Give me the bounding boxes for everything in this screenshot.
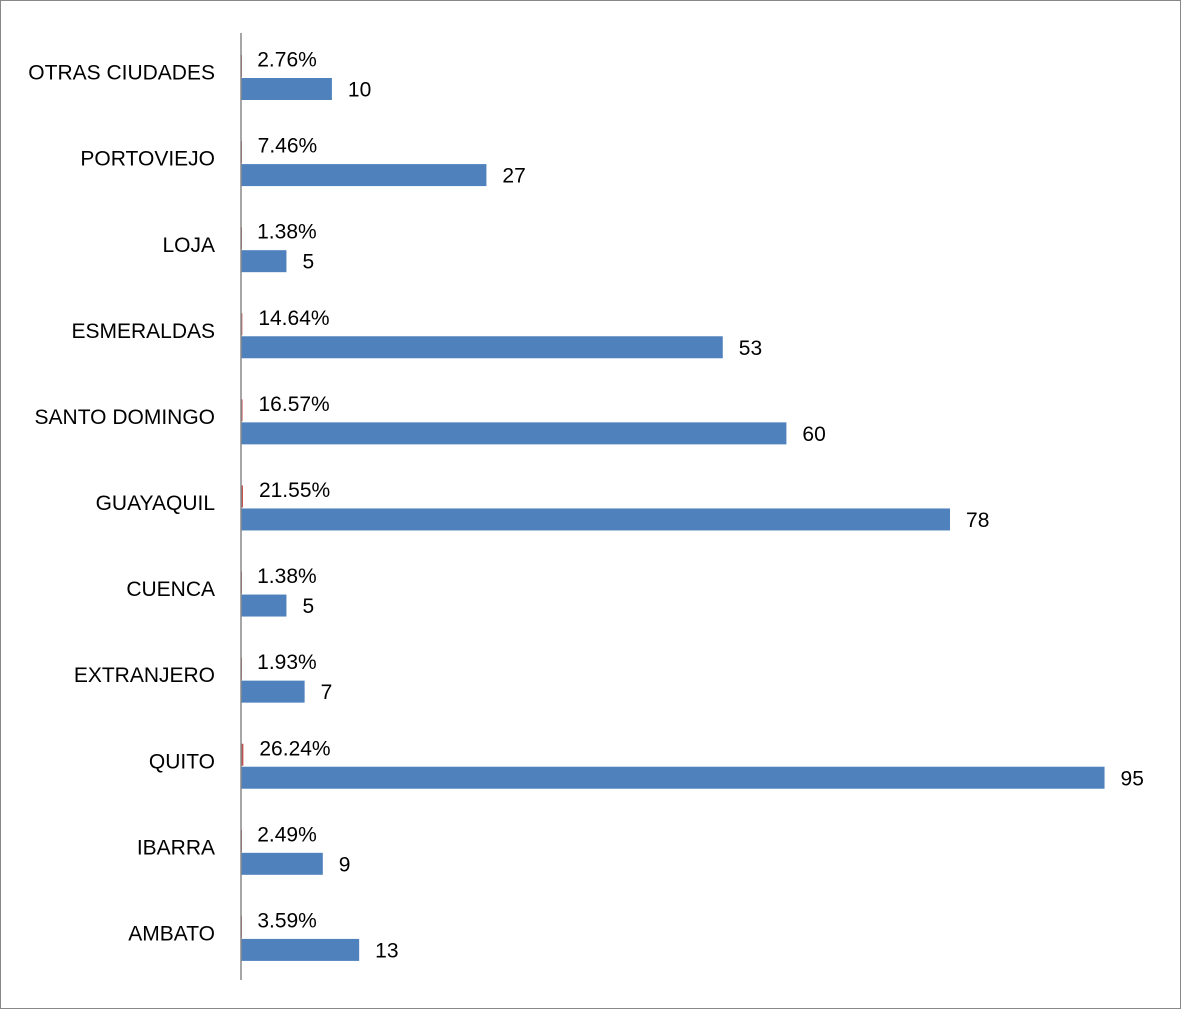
bar (241, 164, 487, 187)
bar (241, 743, 244, 766)
data-label: 53 (739, 337, 762, 360)
y-tick-label: ESMERALDAS (71, 320, 215, 343)
y-tick-label: IBARRA (137, 836, 215, 859)
data-label: 5 (302, 595, 314, 618)
bar (241, 78, 332, 100)
y-tick-label: AMBATO (128, 923, 215, 946)
data-label: 95 (1121, 767, 1144, 790)
data-label: 9 (339, 853, 351, 876)
bar (241, 680, 305, 703)
bar (241, 938, 360, 961)
data-label: 14.64% (258, 307, 329, 330)
data-label: 26.24% (259, 737, 330, 760)
data-label: 78 (966, 509, 989, 532)
data-label: 3.59% (257, 909, 317, 932)
data-label: 60 (802, 423, 825, 446)
data-label: 5 (302, 251, 314, 274)
bar (241, 766, 1105, 789)
y-tick-label: CUENCA (126, 578, 215, 601)
bar (241, 508, 951, 531)
data-label: 1.38% (257, 221, 317, 244)
data-label: 21.55% (259, 479, 330, 502)
y-tick-label: GUAYAQUIL (96, 492, 215, 515)
data-label: 2.49% (257, 823, 317, 846)
bar (241, 852, 323, 875)
y-tick-label: PORTOVIEJO (80, 148, 215, 171)
data-label: 7 (321, 681, 333, 704)
bar (241, 594, 287, 617)
bar (241, 250, 287, 273)
y-tick-label: SANTO DOMINGO (35, 406, 215, 429)
bar (241, 485, 243, 508)
y-tick-label: EXTRANJERO (74, 664, 215, 687)
data-label: 16.57% (259, 393, 330, 416)
data-label: 1.93% (257, 651, 317, 674)
data-label: 1.38% (257, 565, 317, 588)
data-label: 13 (375, 939, 398, 962)
bar (241, 399, 243, 422)
y-tick-label: QUITO (149, 750, 215, 773)
data-label: 27 (502, 165, 525, 188)
y-tick-label: OTRAS CIUDADES (28, 62, 215, 85)
bar (241, 336, 723, 359)
data-label: 2.76% (257, 49, 317, 72)
data-label: 7.46% (258, 135, 318, 158)
data-label: 10 (348, 79, 371, 102)
bar (241, 422, 787, 445)
y-tick-label: LOJA (162, 234, 215, 257)
